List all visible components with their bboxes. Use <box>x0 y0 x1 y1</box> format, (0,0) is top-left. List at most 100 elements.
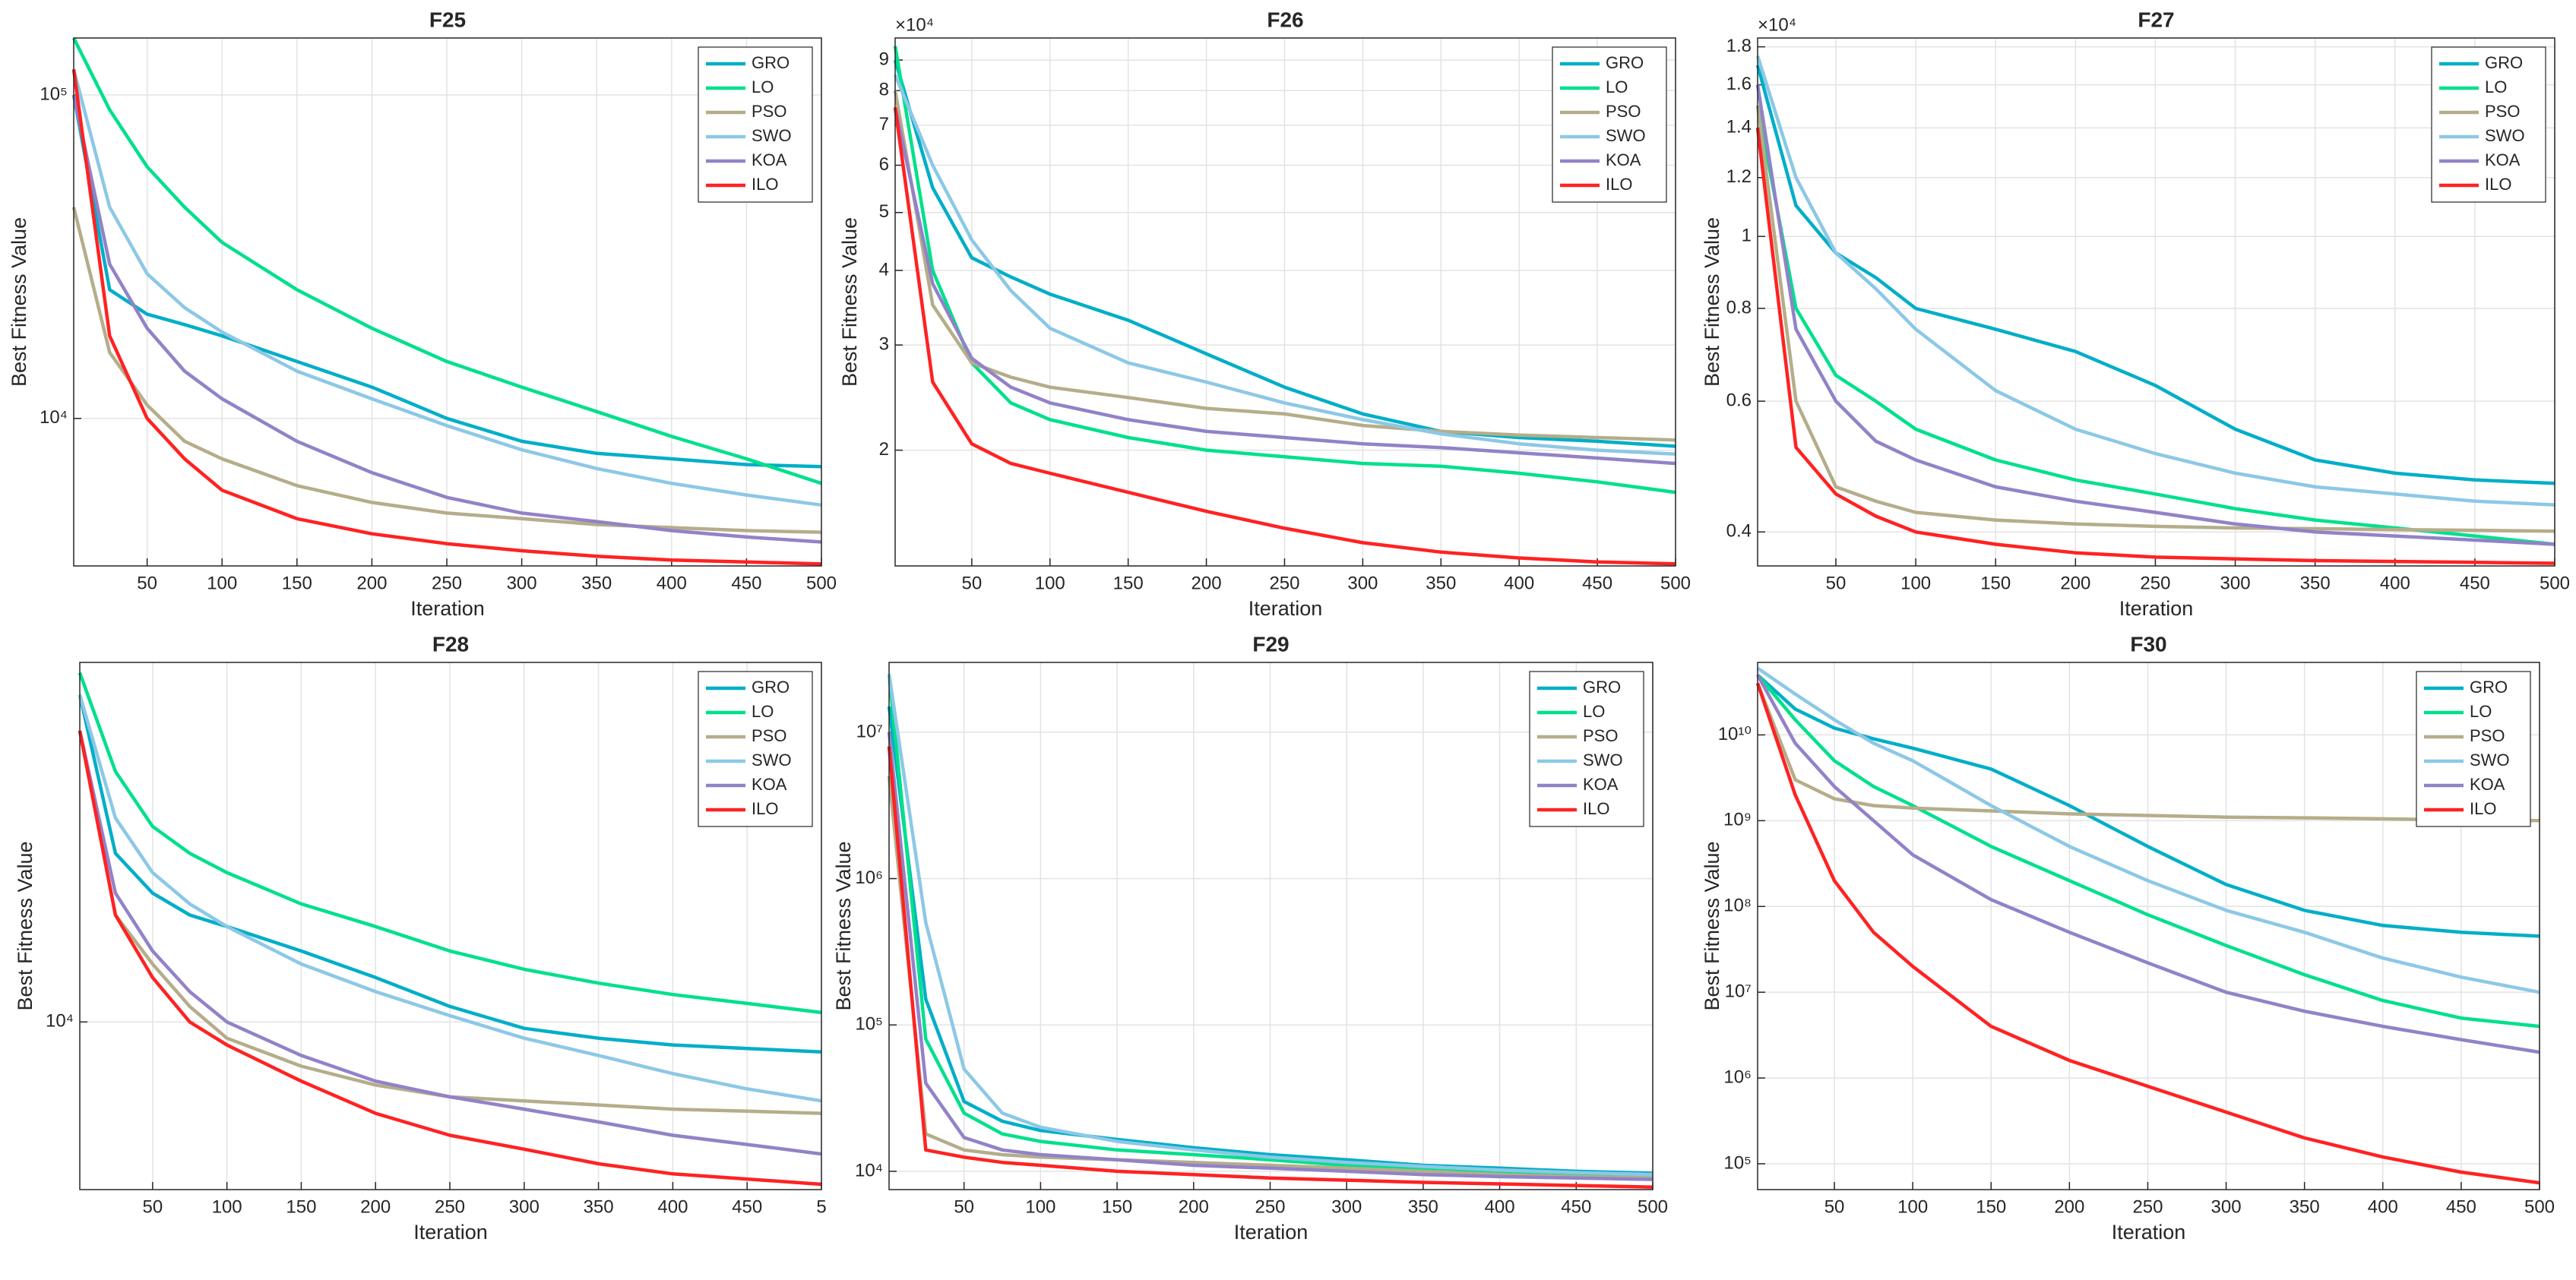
x-tick-label: 150 <box>286 1196 316 1217</box>
x-tick-label: 250 <box>432 573 462 593</box>
series-line <box>1755 682 2540 823</box>
x-tick-label: 200 <box>2054 1196 2084 1217</box>
y-axis-label: Best Fitness Value <box>14 841 36 1010</box>
x-tick-label: 250 <box>1255 1196 1285 1217</box>
series-line <box>71 94 822 469</box>
legend-label: ILO <box>2470 799 2496 818</box>
x-tick-label: 500 <box>806 573 837 593</box>
legend: GRO LO PSO SWO KOA ILO <box>2431 46 2546 203</box>
y-tick-label: 10⁸ <box>1723 896 1752 916</box>
x-tick-label: 450 <box>1582 573 1612 593</box>
series-line <box>1755 55 2555 507</box>
legend-box <box>1552 46 1667 203</box>
legend: GRO LO PSO SWO KOA ILO <box>1552 46 1667 203</box>
series-line <box>1756 666 2540 994</box>
x-tick-label: 5 <box>816 1196 826 1217</box>
x-axis-label: Iteration <box>2119 597 2194 620</box>
x-tick-label: 300 <box>2211 1196 2242 1217</box>
plot-frame <box>1757 662 2540 1190</box>
legend-label: GRO <box>1606 53 1644 72</box>
legend-label: GRO <box>2485 53 2523 72</box>
x-axis-label: Iteration <box>1248 597 1323 620</box>
x-tick-label: 50 <box>142 1196 163 1217</box>
plot-frame <box>73 37 822 567</box>
series-line <box>78 694 822 1103</box>
x-tick-label: 500 <box>2540 573 2570 593</box>
x-tick-label: 350 <box>2290 1196 2320 1217</box>
legend-label: SWO <box>2485 126 2525 145</box>
x-tick-label: 50 <box>137 573 157 593</box>
x-tick-label: 300 <box>2220 573 2251 593</box>
y-tick-label: 10⁶ <box>855 868 883 888</box>
y-tick-label: 9 <box>879 49 889 69</box>
plot-area <box>74 38 821 566</box>
x-tick-label: 200 <box>1179 1196 1209 1217</box>
plot-frame <box>1757 37 2555 567</box>
legend-label: SWO <box>2470 751 2510 770</box>
x-tick-label: 200 <box>360 1196 391 1217</box>
legend-label: GRO <box>752 678 790 697</box>
x-tick-label: 350 <box>584 1196 614 1217</box>
chart-panel: 50 100 150 200 250 300 350 400 450 500 2 3 4 5 6 7 8 9 F26… <box>838 8 1691 620</box>
y-tick-label: 10⁵ <box>40 84 68 104</box>
series-line <box>1756 674 2540 1029</box>
legend-label: SWO <box>752 126 792 145</box>
x-tick-label: 400 <box>1504 573 1534 593</box>
series-line <box>893 90 1676 442</box>
legend-label: LO <box>752 702 774 721</box>
y-tick-label: 10⁵ <box>855 1014 883 1035</box>
series-line <box>71 36 822 485</box>
x-tick-label: 250 <box>2140 573 2170 593</box>
x-tick-label: 100 <box>1035 573 1065 593</box>
chart-panel: 50 100 150 200 250 300 350 400 450 5 10⁴ F28 Iterati… <box>14 632 827 1244</box>
legend-label: ILO <box>752 799 778 818</box>
x-tick-label: 250 <box>1269 573 1299 593</box>
series-line <box>887 706 1654 1175</box>
x-tick-label: 450 <box>2460 573 2490 593</box>
y-tick-label: 5 <box>879 201 889 222</box>
x-tick-label: 150 <box>282 573 312 593</box>
series-line <box>71 68 822 507</box>
plot-frame <box>888 662 1654 1190</box>
x-tick-label: 150 <box>1113 573 1144 593</box>
legend-label: ILO <box>1583 799 1609 818</box>
series-line <box>71 68 822 566</box>
y-multiplier: ×10⁴ <box>1758 14 1796 35</box>
x-tick-label: 500 <box>1638 1196 1668 1217</box>
chart-title: F30 <box>2130 632 2166 656</box>
x-axis-label: Iteration <box>2112 1221 2186 1244</box>
series-line <box>71 94 822 544</box>
x-tick-label: 50 <box>1824 1196 1845 1217</box>
series-line <box>1755 105 2555 533</box>
x-tick-label: 450 <box>1561 1196 1591 1217</box>
legend-box <box>1529 671 1644 827</box>
y-tick-label: 10¹⁰ <box>1718 724 1752 744</box>
legend-label: PSO <box>1606 102 1641 121</box>
y-tick-label: 10⁴ <box>855 1160 883 1180</box>
x-tick-label: 150 <box>1980 573 2011 593</box>
x-tick-label: 450 <box>731 573 761 593</box>
series-line <box>71 207 822 534</box>
x-tick-label: 200 <box>356 573 387 593</box>
x-tick-label: 200 <box>2060 573 2090 593</box>
x-tick-label: 150 <box>1102 1196 1132 1217</box>
series-line <box>893 59 1676 448</box>
plot-area <box>889 662 1653 1190</box>
x-tick-label: 200 <box>1191 573 1222 593</box>
chart-title: F29 <box>1252 632 1289 656</box>
chart-panel: 50 100 150 200 250 300 350 400 450 500 0.4 0.6 0.8 1 1… <box>1701 8 2570 620</box>
legend-label: GRO <box>752 53 790 72</box>
series-line <box>1756 673 2540 938</box>
y-axis-label: Best Fitness Value <box>832 841 855 1010</box>
x-tick-label: 50 <box>954 1196 974 1217</box>
series-line <box>893 106 1676 566</box>
series-line <box>78 730 822 1115</box>
y-tick-label: 8 <box>879 80 889 100</box>
plot-frame <box>894 37 1676 567</box>
x-tick-label: 350 <box>1408 1196 1438 1217</box>
x-tick-label: 300 <box>507 573 537 593</box>
x-tick-label: 100 <box>207 573 237 593</box>
series-line <box>887 732 1654 1181</box>
legend: GRO LO PSO SWO KOA ILO <box>698 46 813 203</box>
